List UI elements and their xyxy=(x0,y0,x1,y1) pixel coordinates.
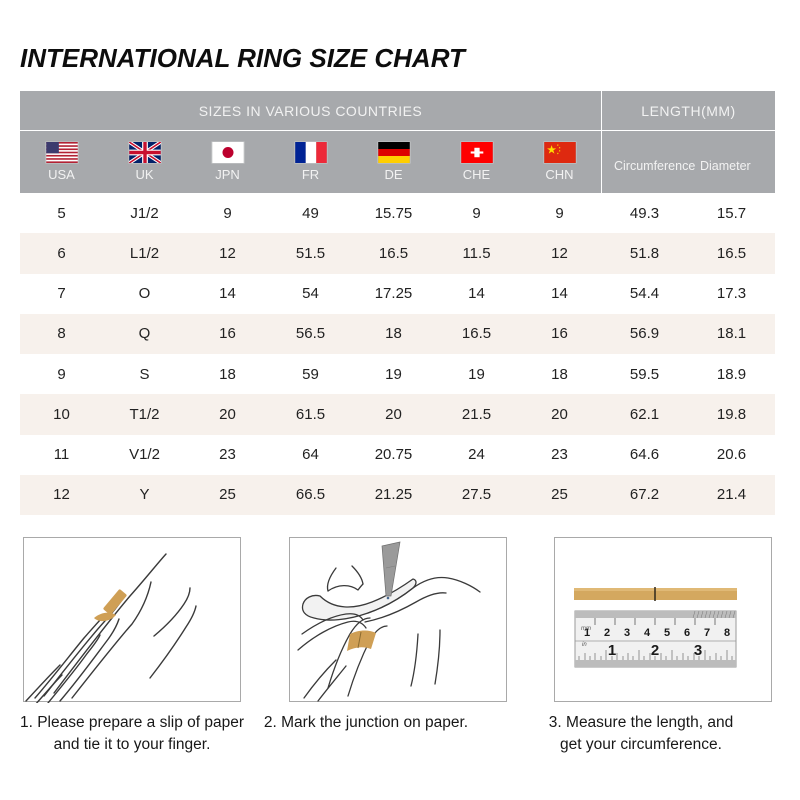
svg-text:8: 8 xyxy=(724,627,730,639)
svg-text:in: in xyxy=(582,642,587,648)
svg-text:3: 3 xyxy=(624,627,630,639)
svg-text:7: 7 xyxy=(704,627,710,639)
svg-text:3: 3 xyxy=(694,642,702,659)
svg-text:6: 6 xyxy=(684,627,690,639)
svg-text:5: 5 xyxy=(664,627,670,639)
svg-text:mm: mm xyxy=(581,626,591,632)
svg-text:4: 4 xyxy=(644,627,651,639)
svg-text:2: 2 xyxy=(604,627,610,639)
